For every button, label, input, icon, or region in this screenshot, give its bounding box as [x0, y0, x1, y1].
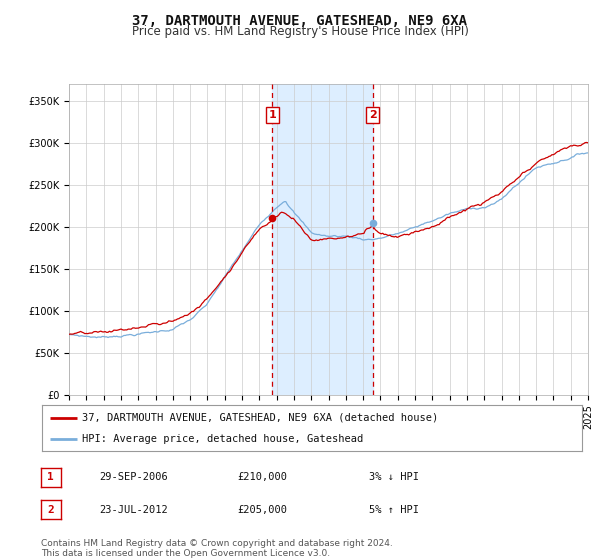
Text: 2: 2	[47, 505, 54, 515]
Text: HPI: Average price, detached house, Gateshead: HPI: Average price, detached house, Gate…	[83, 435, 364, 444]
Text: Price paid vs. HM Land Registry's House Price Index (HPI): Price paid vs. HM Land Registry's House …	[131, 25, 469, 38]
Text: 29-SEP-2006: 29-SEP-2006	[99, 472, 168, 482]
Text: 2: 2	[369, 110, 376, 120]
Text: 37, DARTMOUTH AVENUE, GATESHEAD, NE9 6XA (detached house): 37, DARTMOUTH AVENUE, GATESHEAD, NE9 6XA…	[83, 413, 439, 423]
Text: 3% ↓ HPI: 3% ↓ HPI	[369, 472, 419, 482]
Text: 37, DARTMOUTH AVENUE, GATESHEAD, NE9 6XA: 37, DARTMOUTH AVENUE, GATESHEAD, NE9 6XA	[133, 14, 467, 28]
Text: 1: 1	[268, 110, 276, 120]
Text: £210,000: £210,000	[237, 472, 287, 482]
Text: 1: 1	[47, 472, 54, 482]
Bar	[272, 84, 373, 395]
Text: Contains HM Land Registry data © Crown copyright and database right 2024.
This d: Contains HM Land Registry data © Crown c…	[41, 539, 392, 558]
Text: 5% ↑ HPI: 5% ↑ HPI	[369, 505, 419, 515]
Text: £205,000: £205,000	[237, 505, 287, 515]
Text: 23-JUL-2012: 23-JUL-2012	[99, 505, 168, 515]
